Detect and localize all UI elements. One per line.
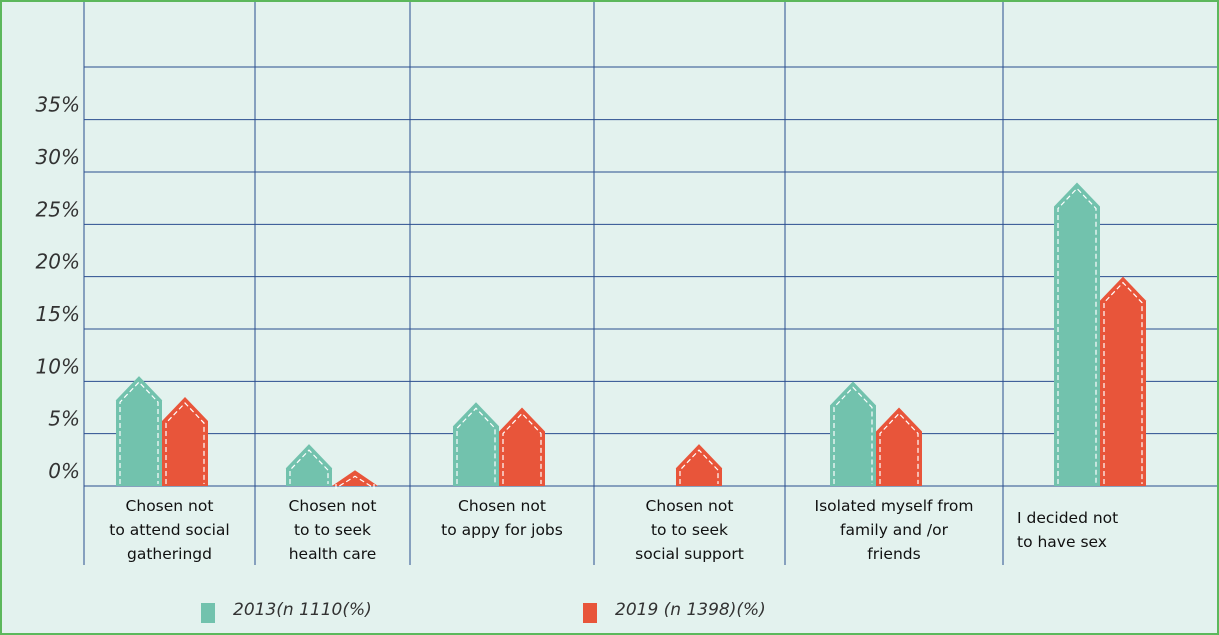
y-tick-label: 20% [36, 250, 80, 274]
bar [332, 470, 378, 486]
x-tick-label: Chosen not to appy for jobs [441, 497, 563, 539]
y-tick-label: 35% [36, 93, 80, 117]
bar-outline [335, 475, 375, 490]
bar-outline [833, 386, 873, 484]
bar-outline [456, 407, 496, 484]
y-tick-label: 30% [36, 145, 80, 169]
bar [499, 407, 545, 486]
bar [830, 381, 876, 486]
y-tick-label: 15% [36, 302, 80, 326]
legend-label: 2019 (n 1398)(%) [615, 600, 766, 620]
bar-outline [879, 412, 919, 484]
bar-outline [1103, 281, 1143, 484]
legend-label: 2013(n 1110(%) [233, 600, 372, 620]
bar [1100, 276, 1146, 486]
bar [162, 397, 208, 486]
x-tick-label: Isolated myself from family and /or frie… [814, 497, 974, 563]
y-tick-label: 5% [48, 407, 80, 431]
x-tick-label: I decided not to have sex [1017, 509, 1119, 551]
bar [876, 407, 922, 486]
legend-swatch [201, 603, 215, 623]
bar [1054, 182, 1100, 486]
y-tick-label: 10% [36, 354, 80, 378]
bar-outline [289, 449, 329, 484]
legend-swatch [583, 603, 597, 623]
y-tick-label: 0% [48, 459, 80, 483]
x-tick-label: Chosen not to to seek health care [288, 497, 377, 563]
x-tick-label: Chosen not to to seek social support [635, 497, 744, 563]
bar [453, 402, 499, 486]
bar [676, 444, 722, 486]
x-tick-label: Chosen not to attend social gatheringd [109, 497, 230, 563]
bar [286, 444, 332, 486]
y-tick-label: 25% [36, 197, 80, 221]
bar-outline [502, 412, 542, 484]
bar [116, 376, 162, 486]
bar-outline [165, 402, 205, 484]
bar-outline [119, 381, 159, 484]
bar-outline [679, 449, 719, 484]
